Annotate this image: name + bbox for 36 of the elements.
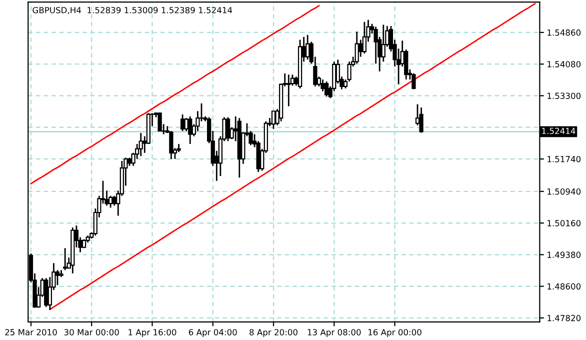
line-series: [30, 4, 320, 184]
y-tick-label: 1.54860: [548, 29, 581, 36]
x-tick-label: 6 Apr 04:00: [188, 329, 237, 337]
candlestick: [381, 24, 386, 62]
candlestick: [188, 116, 192, 145]
candlestick: [226, 116, 230, 142]
y-tick-label: 1.54080: [548, 61, 581, 68]
x-tick-label: 1 Apr 16:00: [128, 329, 176, 337]
text: GBPUSD,H4 1.52839 1.53009 1.52389 1.52414: [32, 6, 232, 14]
candlestick: [138, 132, 143, 157]
candlestick: [158, 112, 162, 132]
candlestick: [286, 74, 291, 107]
y-tick-label: 1.53300: [548, 92, 581, 99]
candlestick: [412, 72, 416, 90]
x-tick-label: 30 Mar 00:00: [64, 329, 119, 336]
candlestick: [354, 30, 359, 64]
candlestick: [320, 78, 325, 92]
ref-line-label: 1.52414: [542, 128, 576, 134]
x-tick-label: 13 Apr 08:00: [308, 329, 361, 337]
candlestick: [55, 269, 60, 286]
candlestick: [306, 34, 310, 60]
y-tick-label: 1.50940: [548, 188, 581, 195]
candlestick: [180, 114, 185, 132]
candlestick: [419, 106, 424, 134]
candlestick: [63, 247, 68, 271]
y-tick-label: 1.51740: [548, 156, 581, 162]
y-tick-label: 1.49380: [548, 252, 581, 258]
candlestick: [169, 130, 174, 160]
y-tick-label: 1.50160: [548, 220, 581, 226]
x-tick-label: 8 Apr 20:00: [250, 329, 298, 337]
y-tick-label: 1.47820: [548, 314, 581, 322]
candlestick: [362, 21, 367, 54]
candlestick: [324, 80, 329, 98]
x-tick-label: 16 Apr 00:00: [368, 329, 422, 337]
x-tick-label: 25 Mar 2010: [5, 329, 57, 336]
y-tick-label: 1.48600: [548, 283, 581, 290]
